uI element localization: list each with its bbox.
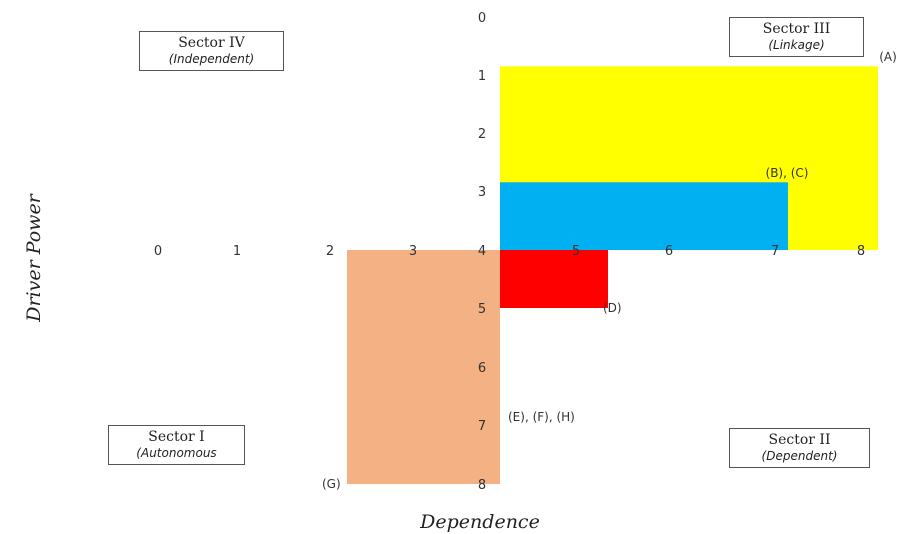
region-label-0: (A) — [879, 50, 897, 64]
x-tick-3: 3 — [409, 244, 417, 259]
x-axis-ticks: 0 1 2 3 5 6 7 8 — [154, 244, 865, 259]
x-tick-1: 1 — [233, 244, 241, 259]
x-tick-2: 2 — [326, 244, 334, 259]
sector-i-title: Sector I — [148, 429, 205, 445]
x-tick-5: 5 — [572, 244, 580, 259]
x-axis-title: Dependence — [419, 511, 540, 533]
y-tick-1: 1 — [478, 69, 486, 84]
region-label-4: (G) — [322, 477, 341, 491]
region-3 — [347, 250, 500, 484]
y-tick-2: 2 — [478, 127, 486, 142]
region-label-1: (B), (C) — [766, 166, 809, 180]
region-2 — [500, 250, 608, 308]
y-tick-5: 5 — [478, 302, 486, 317]
sector-iv-box: Sector IV (Independent) — [139, 31, 284, 71]
sector-ii-box: Sector II (Dependent) — [729, 428, 870, 468]
y-tick-8: 8 — [478, 478, 486, 493]
sector-ii-title: Sector II — [768, 432, 831, 448]
regions-layer — [347, 66, 878, 484]
sector-iii-title: Sector III — [762, 21, 831, 37]
sector-iii-subtitle: (Linkage) — [768, 38, 825, 52]
y-tick-4: 4 — [478, 244, 486, 259]
region-label-3: (E), (F), (H) — [508, 410, 575, 424]
x-tick-0: 0 — [154, 244, 162, 259]
y-tick-0: 0 — [478, 11, 486, 26]
sector-iii-box: Sector III (Linkage) — [729, 17, 864, 57]
y-axis-title: Driver Power — [23, 192, 45, 322]
x-tick-7: 7 — [771, 244, 779, 259]
sector-i-box: Sector I (Autonomous — [108, 425, 245, 465]
x-tick-6: 6 — [665, 244, 673, 259]
sector-iv-subtitle: (Independent) — [168, 52, 255, 66]
y-tick-6: 6 — [478, 361, 486, 376]
region-labels: (A) (B), (C) (D) (E), (F), (H) (G) — [322, 50, 897, 491]
region-1 — [500, 182, 788, 250]
y-axis-ticks: 0 1 2 3 4 5 6 7 8 — [478, 11, 486, 493]
sector-iv-title: Sector IV — [178, 35, 245, 51]
y-tick-7: 7 — [478, 419, 486, 434]
x-tick-8: 8 — [857, 244, 865, 259]
sector-i-subtitle: (Autonomous — [136, 446, 217, 460]
region-label-2: (D) — [603, 301, 622, 315]
y-tick-3: 3 — [478, 185, 486, 200]
sector-ii-subtitle: (Dependent) — [761, 449, 838, 463]
